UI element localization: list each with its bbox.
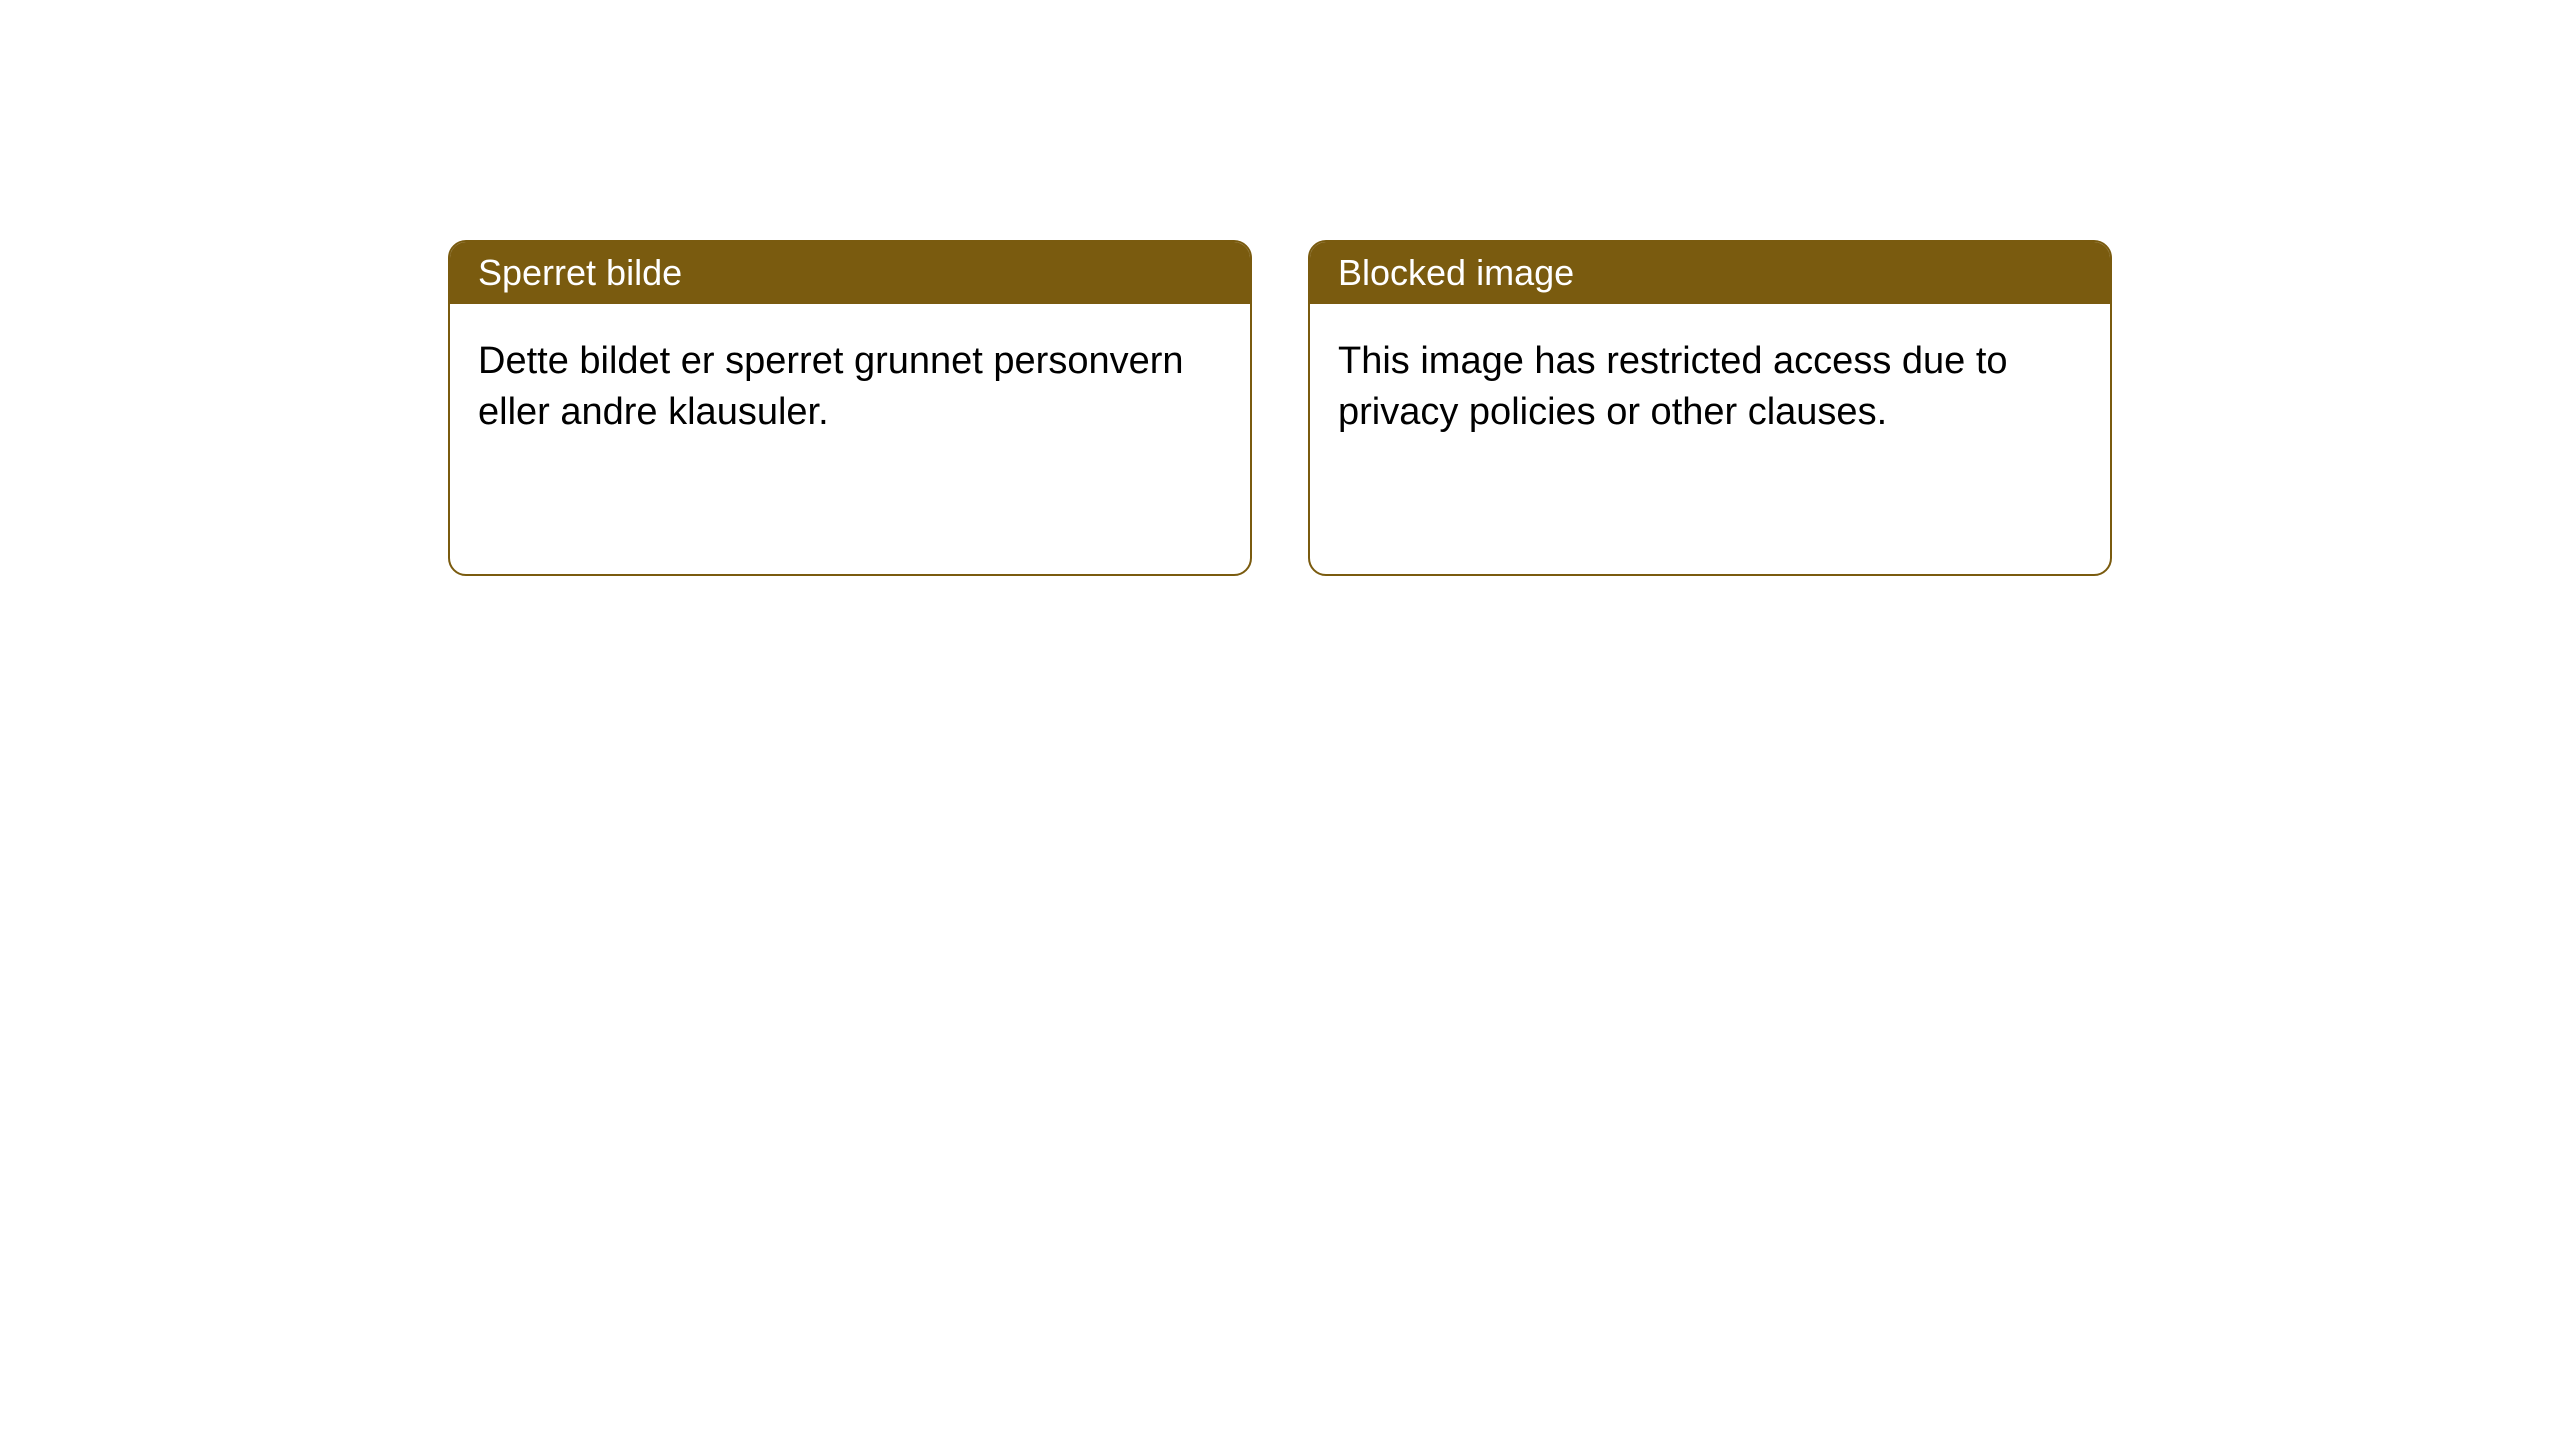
notice-body-english: This image has restricted access due to … bbox=[1310, 304, 2110, 471]
notice-card-norwegian: Sperret bilde Dette bildet er sperret gr… bbox=[448, 240, 1252, 576]
notice-container: Sperret bilde Dette bildet er sperret gr… bbox=[0, 0, 2560, 576]
notice-title-norwegian: Sperret bilde bbox=[450, 242, 1250, 304]
notice-title-english: Blocked image bbox=[1310, 242, 2110, 304]
notice-body-norwegian: Dette bildet er sperret grunnet personve… bbox=[450, 304, 1250, 471]
notice-card-english: Blocked image This image has restricted … bbox=[1308, 240, 2112, 576]
